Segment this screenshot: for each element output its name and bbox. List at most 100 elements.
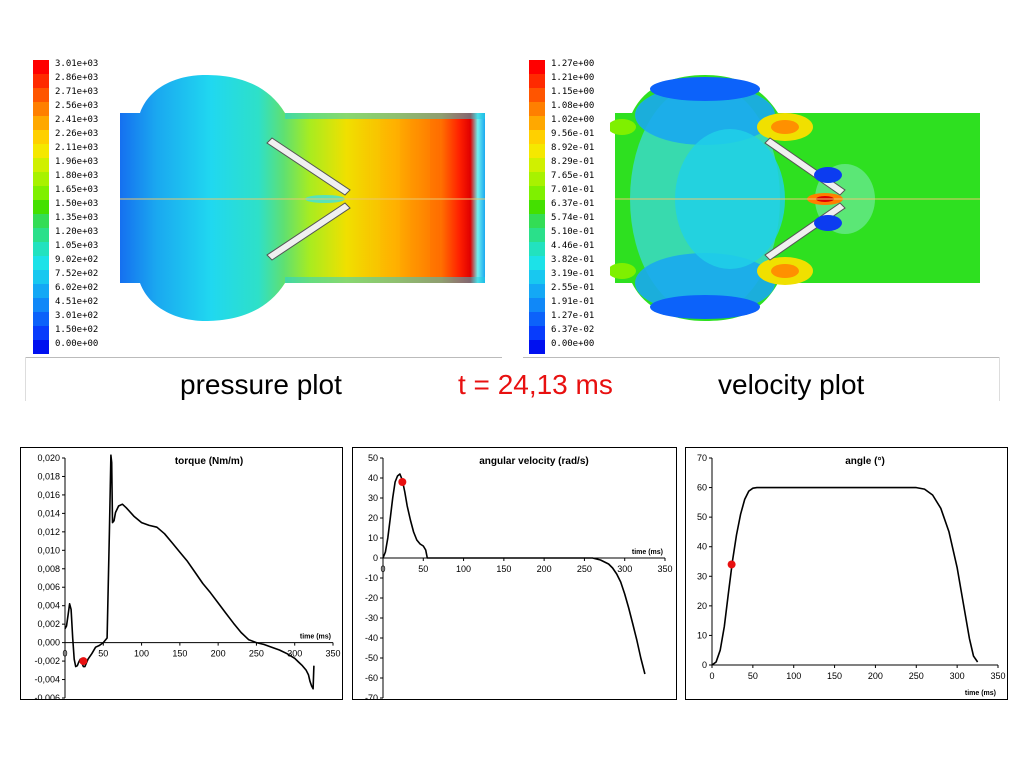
pressure-legend-label: 1.96e+03 xyxy=(55,157,99,167)
velocity-legend-swatch xyxy=(529,60,545,74)
angular-velocity-chart: angular velocity (rad/s) -70 -60 -50 -40 -30 -… xyxy=(365,453,673,703)
torque-chart: torque (Nm/m) -0,006 -0,004 -0,002 0,000 0,00… xyxy=(34,453,340,703)
x-tick-label: 350 xyxy=(657,564,672,574)
velocity-legend-label: 1.21e+00 xyxy=(551,73,595,83)
current-time-marker xyxy=(79,657,88,666)
y-tick-label: 0,004 xyxy=(37,601,60,611)
pressure-legend-label: 1.65e+03 xyxy=(55,185,99,195)
x-tick-label: 150 xyxy=(496,564,511,574)
y-tick-label: -70 xyxy=(365,693,378,699)
pressure-legend-label: 2.41e+03 xyxy=(55,115,99,125)
caption-strip xyxy=(25,357,1000,401)
current-time-marker xyxy=(398,478,407,486)
pressure-legend-label: 1.05e+03 xyxy=(55,241,99,251)
velocity-legend-swatch xyxy=(529,116,545,130)
x-tick-label: 200 xyxy=(537,564,552,574)
velocity-legend-swatch xyxy=(529,340,545,354)
velocity-legend-swatch xyxy=(529,284,545,298)
x-tick-label: 100 xyxy=(786,671,801,681)
velocity-contour-image xyxy=(610,75,980,321)
velocity-legend-swatch xyxy=(529,214,545,228)
velocity-legend-label: 5.10e-01 xyxy=(551,227,595,237)
velocity-legend-swatch xyxy=(529,186,545,200)
y-tick-label: 30 xyxy=(368,493,378,503)
velocity-legend-swatch xyxy=(529,102,545,116)
velocity-legend-label: 3.82e-01 xyxy=(551,255,595,265)
chart-title: angular velocity (rad/s) xyxy=(479,456,588,467)
x-tick-label: 300 xyxy=(287,649,302,659)
x-axis-label: time (ms) xyxy=(632,549,663,556)
pressure-legend-swatch xyxy=(33,312,49,326)
velocity-legend-label: 8.92e-01 xyxy=(551,143,595,153)
series-line xyxy=(382,473,646,675)
x-tick-label: 150 xyxy=(827,671,842,681)
velocity-legend-swatch xyxy=(529,228,545,242)
x-tick-label: 250 xyxy=(909,671,924,681)
velocity-legend-label: 1.02e+00 xyxy=(551,115,595,125)
torque-chart-panel: torque (Nm/m) -0,006 -0,004 -0,002 0,000 0,00… xyxy=(20,447,343,703)
pressure-legend-label: 1.80e+03 xyxy=(55,171,99,181)
pressure-legend-swatch xyxy=(33,60,49,74)
pressure-legend-label: 1.50e+02 xyxy=(55,325,99,335)
y-tick-label: 60 xyxy=(697,483,707,493)
x-axis-label: time (ms) xyxy=(300,634,331,641)
y-tick-label: 20 xyxy=(697,601,707,611)
time-caption: t = 24,13 ms xyxy=(458,369,613,400)
pressure-legend-swatch xyxy=(33,102,49,116)
velocity-legend-label: 7.01e-01 xyxy=(551,185,595,195)
pressure-legend-label: 1.35e+03 xyxy=(55,213,99,223)
x-axis-label: time (ms) xyxy=(965,690,996,697)
velocity-legend-swatch xyxy=(529,312,545,326)
x-tick-label: 350 xyxy=(325,649,340,659)
velocity-legend-label: 7.65e-01 xyxy=(551,171,595,181)
pressure-legend-label: 3.01e+02 xyxy=(55,311,99,321)
velocity-legend-label: 8.29e-01 xyxy=(551,157,595,167)
velocity-legend-label: 2.55e-01 xyxy=(551,283,595,293)
y-tick-label: 50 xyxy=(697,512,707,522)
y-tick-label: 0,002 xyxy=(37,619,60,629)
pressure-legend-swatch xyxy=(33,214,49,228)
y-tick-label: -0,002 xyxy=(34,656,60,666)
y-tick-label: 0,016 xyxy=(37,490,60,500)
y-tick-label: 0,006 xyxy=(37,582,60,592)
x-tick-label: 0 xyxy=(62,649,67,659)
pressure-legend-label: 4.51e+02 xyxy=(55,297,99,307)
velocity-legend-swatch xyxy=(529,326,545,340)
pressure-color-legend: 3.01e+03 2.86e+03 2.71e+03 2.56e+03 2.41e+03… xyxy=(33,59,113,354)
velocity-legend-swatch xyxy=(529,144,545,158)
pressure-legend-swatch xyxy=(33,228,49,242)
pressure-contour-image xyxy=(120,75,485,321)
chart-title: torque (Nm/m) xyxy=(175,456,243,467)
pressure-legend-swatch xyxy=(33,116,49,130)
pressure-legend-swatch xyxy=(33,88,49,102)
y-tick-label: 0 xyxy=(702,660,707,670)
pressure-legend-swatch xyxy=(33,200,49,214)
pressure-legend-swatch xyxy=(33,256,49,270)
pressure-legend-swatch xyxy=(33,298,49,312)
y-tick-label: 0,020 xyxy=(37,453,60,463)
x-tick-label: 250 xyxy=(577,564,592,574)
pressure-legend-swatch xyxy=(33,158,49,172)
x-tick-label: 100 xyxy=(134,649,149,659)
y-tick-label: -0,004 xyxy=(34,675,60,685)
velocity-legend-swatch xyxy=(529,242,545,256)
velocity-color-legend: 1.27e+00 1.21e+00 1.15e+00 1.08e+00 1.02e+00… xyxy=(529,59,609,354)
y-tick-label: 70 xyxy=(697,453,707,463)
pressure-legend-label: 2.26e+03 xyxy=(55,129,99,139)
x-tick-label: 50 xyxy=(748,671,758,681)
x-tick-label: 250 xyxy=(249,649,264,659)
pressure-legend-swatch xyxy=(33,130,49,144)
y-tick-label: 40 xyxy=(697,542,707,552)
x-tick-label: 100 xyxy=(456,564,471,574)
velocity-legend-label: 1.27e-01 xyxy=(551,311,595,321)
y-tick-label: -30 xyxy=(365,613,378,623)
y-tick-label: 0,000 xyxy=(37,638,60,648)
series-line xyxy=(711,486,979,666)
pressure-legend-swatch xyxy=(33,186,49,200)
x-tick-label: 50 xyxy=(418,564,428,574)
x-tick-label: 200 xyxy=(868,671,883,681)
velocity-legend-swatch xyxy=(529,130,545,144)
y-tick-label: 30 xyxy=(697,571,707,581)
pressure-legend-swatch xyxy=(33,340,49,354)
pressure-legend-swatch xyxy=(33,284,49,298)
